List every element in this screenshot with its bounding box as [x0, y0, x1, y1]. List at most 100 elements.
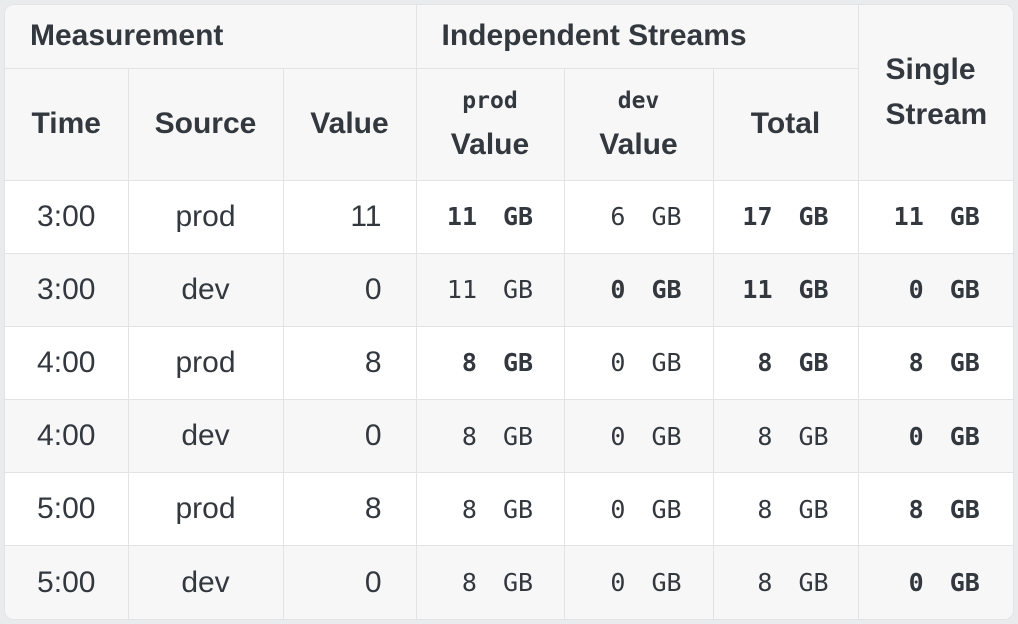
gb-unit: GB	[798, 348, 829, 378]
gb-unit: GB	[651, 348, 682, 378]
gb-unit: GB	[651, 202, 682, 232]
gb-number: 6	[610, 202, 626, 232]
time-cell: 5:00	[5, 472, 129, 547]
gb-value: 0 GB	[859, 275, 1014, 304]
gb-number: 8	[461, 421, 477, 451]
source-cell: prod	[127, 472, 284, 547]
gb-number: 0	[908, 421, 924, 451]
single-stream-cell: 0 GB	[857, 545, 1013, 619]
gb-unit: GB	[503, 202, 534, 232]
header-columns-row: Time Source Value prod Value dev Value T…	[5, 67, 1013, 181]
dev-code-label: dev	[617, 88, 660, 114]
header-group-row: Measurement Independent Streams Single S…	[5, 5, 1013, 181]
gb-value: 0 GB	[565, 422, 713, 451]
gb-number: 8	[757, 421, 773, 451]
measurement-value-cell: 8	[282, 472, 417, 547]
group-header-independent-streams: Independent Streams	[415, 5, 859, 69]
gb-unit: GB	[651, 568, 682, 598]
source-cell: dev	[127, 252, 284, 327]
gb-value: 8 GB	[417, 348, 564, 377]
total-cell: 8 GB	[712, 545, 859, 619]
gb-number: 11	[893, 202, 924, 232]
dev-stream-cell: 0 GB	[563, 545, 714, 619]
gb-number: 8	[908, 348, 924, 378]
gb-value: 11 GB	[714, 275, 858, 304]
total-cell: 8 GB	[712, 472, 859, 547]
measurement-value-cell: 11	[282, 179, 417, 254]
prod-stream-cell: 8 GB	[415, 545, 565, 619]
gb-number: 8	[461, 568, 477, 598]
prod-stream-cell: 8 GB	[415, 398, 565, 474]
single-stream-cell: 0 GB	[857, 252, 1014, 327]
dev-stream-cell: 6 GB	[563, 179, 714, 254]
gb-value: 8 GB	[417, 568, 564, 597]
gb-number: 0	[610, 494, 626, 524]
gb-unit: GB	[949, 348, 980, 378]
column-header-single-stream: Single Stream	[857, 5, 1013, 181]
dev-stream-cell: 0 GB	[563, 398, 714, 474]
dev-stream-cell: 0 GB	[563, 252, 714, 327]
gb-unit: GB	[798, 421, 829, 451]
gb-value: 0 GB	[565, 495, 713, 524]
prod-stream-cell: 8 GB	[415, 472, 565, 547]
gb-value: 11 GB	[417, 275, 564, 304]
gb-unit: GB	[949, 568, 980, 598]
gb-unit: GB	[503, 275, 534, 305]
gb-unit: GB	[502, 348, 534, 378]
column-header-total: Total	[712, 67, 859, 181]
table-row: 3:00 dev 0 11 GB 0 GB 11 GB 0 GB	[5, 252, 1014, 327]
time-cell: 3:00	[5, 179, 129, 254]
gb-number: 11	[446, 202, 477, 232]
gb-value: 8 GB	[714, 422, 858, 451]
gb-number: 8	[757, 568, 773, 598]
gb-unit: GB	[949, 202, 980, 232]
gb-value: 0 GB	[565, 568, 713, 597]
source-cell: dev	[127, 545, 284, 619]
total-cell: 8 GB	[712, 398, 859, 474]
gb-number: 17	[742, 202, 773, 232]
time-cell: 3:00	[5, 252, 129, 327]
gb-number: 8	[461, 494, 477, 524]
gb-value: 17 GB	[714, 202, 858, 231]
gb-unit: GB	[798, 494, 829, 524]
gb-unit: GB	[502, 421, 534, 451]
gb-number: 0	[610, 348, 626, 378]
table-row: 5:00 prod 8 8 GB 0 GB 8 GB 8 GB	[5, 472, 1013, 547]
measurement-value-cell: 8	[282, 325, 417, 400]
table-row: 4:00 prod 8 8 GB 0 GB 8 GB 8 GB	[5, 325, 1014, 400]
table-body: 3:00 prod 11 11 GB 6 GB 17 GB 11 GB 3:00 dev	[5, 179, 1014, 619]
gb-unit: GB	[949, 421, 980, 451]
gb-number: 0	[610, 568, 626, 598]
gb-number: 0	[610, 421, 626, 451]
prod-value-label: Value	[450, 128, 530, 161]
total-cell: 8 GB	[712, 325, 859, 400]
dev-value-label: Value	[599, 128, 678, 161]
gb-value: 11 GB	[859, 202, 1014, 232]
prod-stream-cell: 11 GB	[415, 179, 565, 254]
streams-comparison-table: Measurement Independent Streams Single S…	[5, 5, 1014, 619]
gb-value: 11 GB	[417, 202, 564, 231]
gb-unit: GB	[651, 421, 682, 451]
single-stream-label: Single Stream	[885, 53, 988, 132]
gb-number: 0	[908, 568, 924, 598]
time-cell: 4:00	[5, 398, 129, 474]
gb-number: 0	[610, 275, 626, 305]
group-header-measurement: Measurement	[5, 5, 417, 69]
single-stream-cell: 0 GB	[857, 398, 1014, 474]
prod-stream-cell: 8 GB	[415, 325, 565, 400]
table-container: Measurement Independent Streams Single S…	[4, 4, 1014, 620]
table-row: 3:00 prod 11 11 GB 6 GB 17 GB 11 GB	[5, 179, 1014, 254]
measurement-value-cell: 0	[282, 398, 417, 474]
single-stream-cell: 8 GB	[857, 472, 1013, 547]
measurement-value-cell: 0	[282, 545, 417, 619]
gb-value: 8 GB	[859, 348, 1014, 378]
dev-stream-cell: 0 GB	[563, 472, 714, 547]
total-cell: 11 GB	[712, 252, 859, 327]
table-row: 5:00 dev 0 8 GB 0 GB 8 GB 0 GB	[5, 545, 1013, 619]
gb-value: 0 GB	[859, 421, 1014, 451]
column-header-prod-value: prod Value	[415, 67, 565, 181]
column-header-source: Source	[127, 67, 284, 181]
gb-unit: GB	[949, 494, 980, 524]
gb-value: 8 GB	[417, 422, 564, 451]
table-row: 4:00 dev 0 8 GB 0 GB 8 GB 0 GB	[5, 398, 1014, 474]
